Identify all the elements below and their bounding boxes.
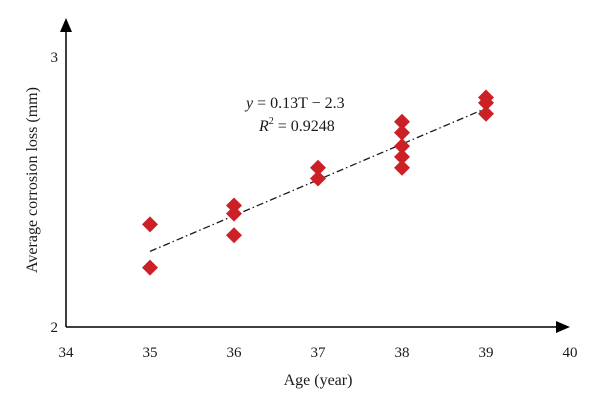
r2-superscript: 2 (269, 116, 274, 127)
equation-rhs: = 0.13T − 2.3 (253, 95, 345, 112)
y-axis-arrow-icon (60, 18, 72, 32)
data-point (226, 197, 242, 214)
data-points (142, 89, 494, 276)
y-tick-label: 2 (51, 320, 59, 336)
r-squared: R2 = 0.9248 (258, 116, 335, 135)
regression-equation: y = 0.13T − 2.3 (244, 95, 345, 112)
data-point (226, 205, 242, 222)
data-point (142, 216, 158, 233)
data-point (394, 159, 410, 176)
data-point (478, 94, 494, 111)
data-point (310, 170, 326, 187)
x-tick-label: 36 (227, 345, 243, 361)
data-point (142, 259, 158, 276)
x-tick-label: 37 (311, 345, 327, 361)
y-tick-labels: 23 (51, 50, 59, 336)
x-tick-label: 39 (479, 345, 494, 361)
r2-rhs: = 0.9248 (274, 118, 335, 135)
data-point (478, 105, 494, 122)
x-axis-arrow-icon (556, 321, 570, 333)
x-tick-label: 34 (59, 345, 75, 361)
trendline (149, 107, 487, 252)
data-point (394, 148, 410, 165)
x-tick-labels: 34 35 36 37 38 39 40 (59, 345, 578, 361)
data-point (310, 159, 326, 176)
x-axis-title: Age (year) (284, 372, 353, 389)
x-tick-label: 35 (143, 345, 158, 361)
y-tick-label: 3 (51, 50, 59, 66)
data-point (394, 113, 410, 130)
y-axis-title: Average corrosion loss (mm) (24, 87, 41, 273)
r2-lhs: R (258, 118, 269, 135)
data-point (226, 227, 242, 244)
data-point (394, 124, 410, 141)
x-tick-label: 40 (563, 345, 578, 361)
x-tick-label: 38 (395, 345, 410, 361)
equation-lhs: y (244, 95, 254, 112)
data-point (394, 138, 410, 155)
